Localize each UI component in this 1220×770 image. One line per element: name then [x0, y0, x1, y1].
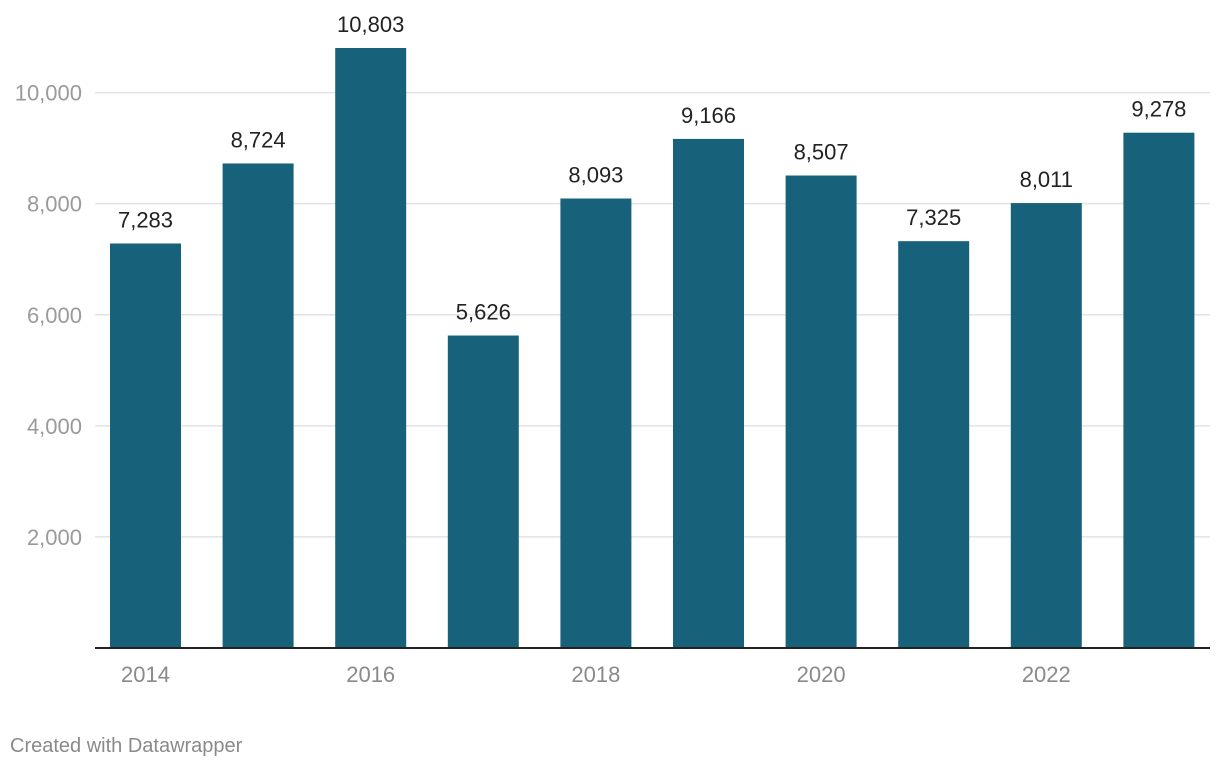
value-label: 8,093 [568, 163, 623, 188]
bar [110, 243, 181, 648]
y-tick-label: 4,000 [27, 414, 82, 439]
bar [785, 175, 857, 648]
footer-credit: Created with Datawrapper [10, 735, 243, 757]
value-label: 7,325 [906, 205, 961, 230]
value-label: 9,278 [1131, 97, 1186, 122]
x-tick-label: 2020 [797, 662, 846, 687]
y-tick-label: 6,000 [27, 303, 82, 328]
bar [335, 48, 407, 648]
bar [898, 241, 970, 648]
value-label: 8,724 [231, 127, 286, 152]
x-tick-label: 2022 [1022, 662, 1071, 687]
value-labels: 7,283 8,724 10,803 5,626 8,093 9,166 8,507 7,32… [118, 12, 1186, 325]
bars [110, 48, 1195, 649]
y-tick-label: 8,000 [27, 192, 82, 217]
bar [447, 335, 519, 648]
x-axis: 2014 2016 2018 2020 2022 [95, 647, 1210, 687]
bar [560, 198, 632, 649]
bar [673, 138, 744, 648]
bar [222, 163, 294, 648]
y-tick-label: 10,000 [15, 81, 82, 106]
x-tick-label: 2018 [571, 662, 620, 687]
value-label: 8,507 [794, 140, 849, 165]
bar [1123, 132, 1195, 648]
x-tick-label: 2016 [346, 662, 395, 687]
value-label: 5,626 [456, 300, 511, 325]
value-label: 7,283 [118, 208, 173, 233]
value-label: 10,803 [337, 12, 404, 37]
value-label: 9,166 [681, 103, 736, 128]
bar [1010, 203, 1082, 648]
y-tick-label: 2,000 [27, 525, 82, 550]
x-tick-label: 2014 [121, 662, 170, 687]
value-label: 8,011 [1020, 167, 1073, 192]
